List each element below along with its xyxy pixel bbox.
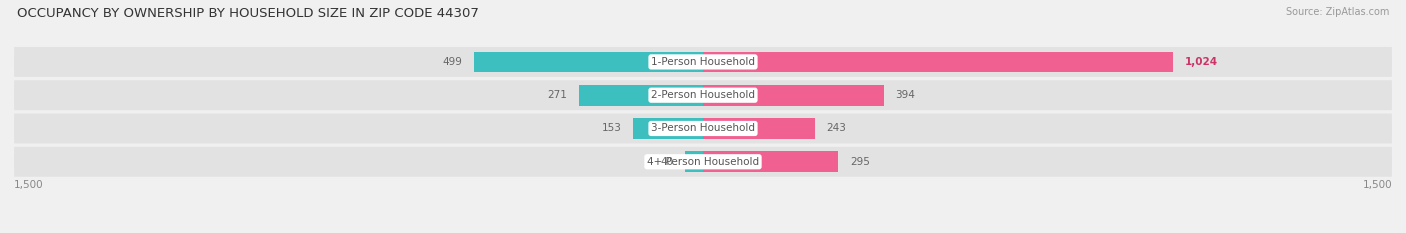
Bar bbox=[633, 118, 703, 139]
Text: 3-Person Household: 3-Person Household bbox=[651, 123, 755, 134]
Text: 271: 271 bbox=[547, 90, 567, 100]
Text: 1-Person Household: 1-Person Household bbox=[651, 57, 755, 67]
FancyBboxPatch shape bbox=[14, 113, 1392, 144]
Bar bbox=[578, 85, 703, 106]
Text: 499: 499 bbox=[443, 57, 463, 67]
Text: 40: 40 bbox=[659, 157, 673, 167]
Text: 394: 394 bbox=[896, 90, 915, 100]
Text: 2-Person Household: 2-Person Household bbox=[651, 90, 755, 100]
FancyBboxPatch shape bbox=[14, 147, 1392, 177]
FancyBboxPatch shape bbox=[14, 80, 1392, 110]
Text: OCCUPANCY BY OWNERSHIP BY HOUSEHOLD SIZE IN ZIP CODE 44307: OCCUPANCY BY OWNERSHIP BY HOUSEHOLD SIZE… bbox=[17, 7, 479, 20]
Text: Source: ZipAtlas.com: Source: ZipAtlas.com bbox=[1285, 7, 1389, 17]
Bar bbox=[474, 51, 703, 72]
Text: 4+ Person Household: 4+ Person Household bbox=[647, 157, 759, 167]
Bar bbox=[703, 151, 838, 172]
Text: 1,024: 1,024 bbox=[1185, 57, 1218, 67]
Text: 243: 243 bbox=[827, 123, 846, 134]
Bar bbox=[685, 151, 703, 172]
Text: 1,500: 1,500 bbox=[14, 180, 44, 190]
Bar bbox=[703, 51, 1174, 72]
Bar bbox=[703, 85, 884, 106]
FancyBboxPatch shape bbox=[14, 47, 1392, 77]
Text: 1,500: 1,500 bbox=[1362, 180, 1392, 190]
Bar bbox=[703, 118, 814, 139]
Text: 295: 295 bbox=[851, 157, 870, 167]
Text: 153: 153 bbox=[602, 123, 621, 134]
